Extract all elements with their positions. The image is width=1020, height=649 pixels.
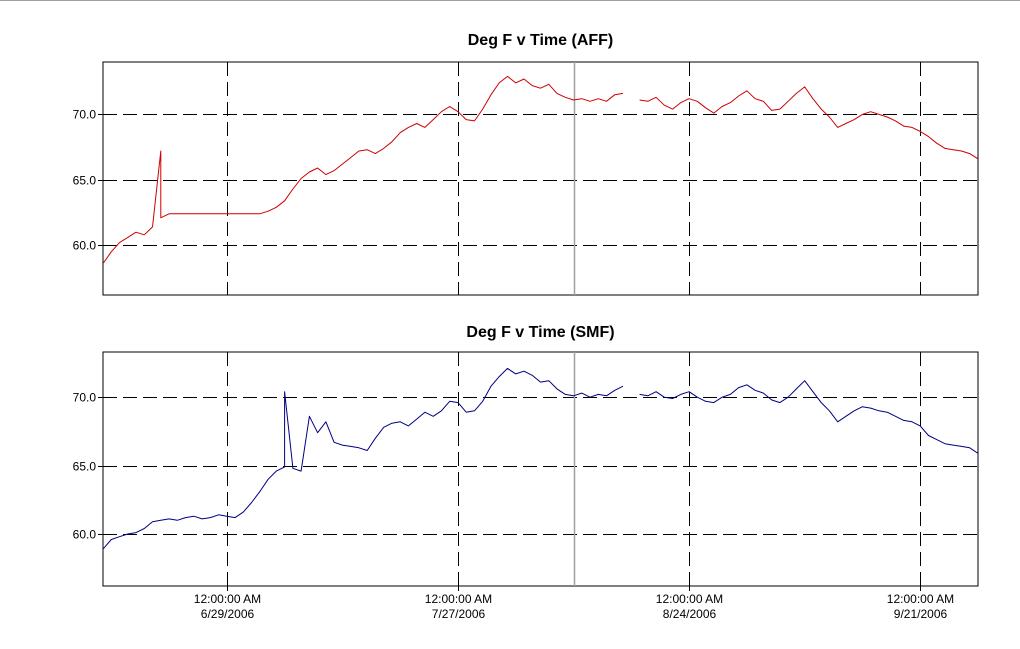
- chart1-x-tick-date-3: 9/21/2006: [894, 607, 948, 621]
- chart1-x-tick-time-0: 12:00:00 AM: [194, 592, 261, 606]
- chart1-y-tick-label-1: 65.0: [73, 460, 97, 474]
- window-top-border: [0, 0, 1020, 1]
- chart1-y-tick-label-2: 70.0: [73, 391, 97, 405]
- chart1-x-tick-date-1: 7/27/2006: [432, 607, 486, 621]
- chart0-y-tick-label-2: 70.0: [73, 108, 97, 122]
- chart1-title: Deg F v Time (SMF): [466, 324, 614, 341]
- chart0-plot-frame: [102, 61, 979, 296]
- chart0-series-0-line-1: [639, 86, 978, 160]
- chart1-y-tick-label-0: 60.0: [73, 528, 97, 542]
- chart0-series-0-line-0: [103, 75, 624, 265]
- chart1-x-tick-time-2: 12:00:00 AM: [656, 592, 723, 606]
- chart0-title: Deg F v Time (AFF): [468, 32, 614, 49]
- chart1-x-tick-date-0: 6/29/2006: [201, 607, 255, 621]
- chart1-plot-frame: [102, 351, 979, 587]
- chart0-y-tick-label-0: 60.0: [73, 239, 97, 253]
- chart1-series-0-line-0: [103, 367, 624, 551]
- chart0-y-tick-label-1: 65.0: [73, 174, 97, 188]
- chart1-x-tick-date-2: 8/24/2006: [663, 607, 717, 621]
- chart1-series-0-line-1: [639, 380, 978, 454]
- chart1-x-tick-time-1: 12:00:00 AM: [425, 592, 492, 606]
- chart1-x-tick-time-3: 12:00:00 AM: [887, 592, 954, 606]
